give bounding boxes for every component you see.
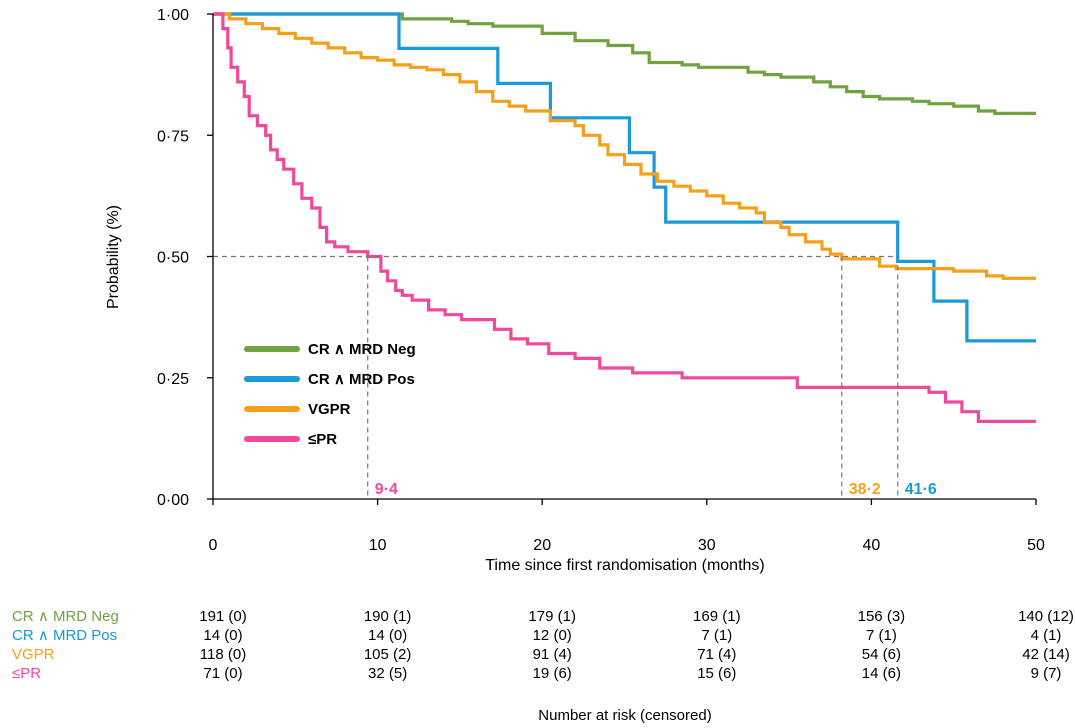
series-line	[213, 12, 1036, 343]
median-label: 41·6	[905, 481, 937, 498]
risk-cell: 4 (1)	[1031, 627, 1062, 644]
legend-label: VGPR	[308, 401, 351, 418]
risk-row-label: VGPR	[12, 646, 55, 663]
y-tick-label: 0·25	[157, 371, 189, 388]
risk-cell: 14 (0)	[368, 627, 407, 644]
risk-cell: 7 (1)	[866, 627, 897, 644]
risk-cell: 71 (4)	[697, 646, 736, 663]
risk-cell: 9 (7)	[1031, 665, 1062, 682]
risk-cell: 105 (2)	[364, 646, 412, 663]
x-axis-label: Time since first randomisation (months)	[485, 557, 765, 574]
legend-layer: CR ∧ MRD Neg CR ∧ MRD Pos VGPR ≤PR	[244, 341, 416, 448]
median-label: 38·2	[849, 481, 881, 498]
risk-row-label: CR ∧ MRD Pos	[12, 627, 117, 644]
risk-cell: 14 (6)	[862, 665, 901, 682]
risk-row-label: CR ∧ MRD Neg	[12, 608, 119, 625]
risk-cell: 118 (0)	[200, 646, 246, 663]
risk-cell: 169 (1)	[693, 608, 741, 625]
risk-cell: 91 (4)	[533, 646, 572, 663]
x-tick-label: 0	[209, 537, 218, 554]
risk-cell: 54 (6)	[862, 646, 901, 663]
y-tick-label: 1·00	[157, 7, 189, 24]
x-tick-label: 50	[1027, 537, 1045, 554]
risk-cell: 15 (6)	[697, 665, 736, 682]
legend-label: ≤PR	[308, 431, 337, 448]
risk-row-label: ≤PR	[12, 665, 41, 682]
legend-label: CR ∧ MRD Pos	[308, 371, 415, 388]
risk-table: CR ∧ MRD Neg 191 (0) 190 (1) 179 (1) 169 (1)…	[12, 608, 1074, 682]
risk-cell: 7 (1)	[701, 627, 732, 644]
series-line	[213, 12, 1036, 280]
y-tick-label: 0·75	[157, 128, 189, 145]
risk-cell: 156 (3)	[858, 608, 906, 625]
risk-cell: 32 (5)	[368, 665, 407, 682]
median-label: 9·4	[375, 481, 398, 498]
median-layer: 9·4 38·2 41·6	[213, 255, 937, 499]
risk-cell: 179 (1)	[528, 608, 576, 625]
x-tick-label: 40	[863, 537, 881, 554]
axis-layer: 0 10 20 30 40 50 0·00 0·25 0·50 0·75 1·00	[157, 7, 1045, 554]
legend-label: CR ∧ MRD Neg	[308, 341, 416, 358]
risk-cell: 42 (14)	[1022, 646, 1070, 663]
risk-cell: 140 (12)	[1018, 608, 1074, 625]
risk-cell: 191 (0)	[199, 608, 247, 625]
risk-cell: 12 (0)	[533, 627, 572, 644]
series-line	[213, 12, 1036, 115]
x-tick-label: 30	[698, 537, 716, 554]
series-line	[213, 12, 1036, 423]
y-tick-label: 0·00	[157, 492, 189, 509]
risk-table-footer: Number at risk (censored)	[538, 707, 711, 724]
y-axis-label: Probability (%)	[105, 205, 122, 309]
risk-cell: 190 (1)	[364, 608, 412, 625]
risk-cell: 71 (0)	[203, 665, 242, 682]
x-tick-label: 20	[533, 537, 551, 554]
y-tick-label: 0·50	[157, 250, 189, 267]
series-layer	[213, 12, 1036, 423]
x-tick-label: 10	[369, 537, 387, 554]
risk-cell: 14 (0)	[203, 627, 242, 644]
risk-cell: 19 (6)	[533, 665, 572, 682]
